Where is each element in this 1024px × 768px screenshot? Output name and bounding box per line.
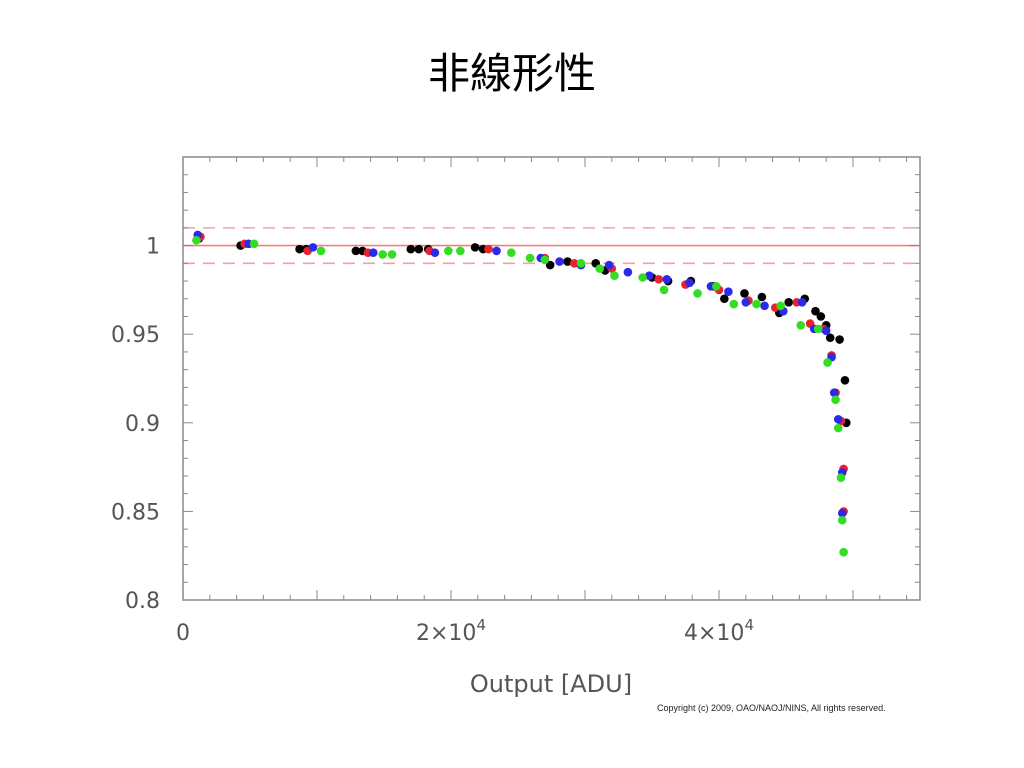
reference-lines	[183, 227, 920, 265]
data-point	[444, 246, 453, 256]
data-point	[387, 250, 397, 259]
data-point	[645, 271, 654, 281]
data-point	[829, 388, 839, 397]
data-point	[712, 282, 721, 291]
y-tick-label: 0.8	[125, 589, 160, 614]
data-point	[249, 239, 259, 249]
data-point	[752, 299, 761, 309]
x-tick-label: 0	[176, 621, 190, 646]
data-point	[295, 244, 304, 254]
data-point	[685, 278, 694, 288]
data-point	[784, 298, 793, 307]
data-point	[456, 246, 465, 256]
y-tick-label: 0.95	[111, 323, 160, 348]
data-point	[492, 246, 501, 256]
data-point	[316, 246, 326, 256]
y-tick-labels: 0.8 0.85 0.9 0.95 1	[111, 235, 160, 614]
data-point	[823, 358, 832, 367]
data-point	[406, 244, 416, 254]
data-point	[470, 243, 480, 252]
data-point	[816, 312, 826, 321]
data-point	[545, 260, 555, 270]
data-point	[757, 292, 767, 302]
data-point	[825, 333, 835, 343]
data-point	[308, 243, 318, 252]
data-point	[831, 395, 840, 405]
data-point	[760, 301, 769, 311]
data-point	[837, 515, 847, 525]
data-series	[192, 230, 851, 557]
data-point	[654, 274, 663, 284]
data-point	[569, 259, 579, 268]
data-point	[811, 306, 820, 316]
data-point	[192, 235, 201, 245]
data-point	[740, 289, 749, 298]
series-2	[193, 230, 847, 518]
data-point	[638, 273, 647, 282]
axis-ticks	[182, 156, 920, 601]
data-point	[351, 246, 361, 256]
data-point	[414, 244, 424, 254]
data-point	[835, 335, 844, 344]
data-point	[662, 274, 672, 284]
data-point	[659, 285, 669, 295]
data-point	[796, 321, 806, 330]
data-point	[595, 264, 605, 273]
data-point	[693, 289, 702, 298]
plot-frame	[182, 156, 921, 601]
data-point	[797, 298, 807, 307]
data-point	[724, 287, 733, 296]
data-point	[610, 271, 619, 281]
x-tick-label: 2×104	[416, 616, 486, 646]
x-axis-label: Output [ADU]	[470, 670, 632, 698]
data-point	[368, 248, 378, 257]
data-point	[833, 423, 843, 433]
data-point	[729, 299, 739, 309]
data-point	[813, 324, 823, 334]
data-point	[741, 298, 751, 307]
data-point	[837, 508, 847, 518]
data-point	[821, 326, 831, 335]
data-point	[507, 248, 516, 257]
data-point	[378, 250, 387, 259]
data-point	[839, 547, 848, 557]
data-point	[484, 244, 493, 254]
x-tick-labels: 0 2×104 4×104	[176, 616, 754, 646]
data-point	[776, 301, 785, 311]
data-point	[576, 259, 586, 268]
data-point	[540, 255, 550, 265]
data-point	[720, 294, 729, 304]
y-tick-label: 0.9	[125, 412, 160, 437]
data-point	[525, 253, 535, 263]
data-point	[836, 473, 846, 483]
slide-title: 非線形性	[427, 49, 596, 98]
data-point	[623, 267, 633, 277]
data-point	[840, 375, 850, 385]
series-1	[196, 232, 848, 516]
series-3	[192, 235, 848, 557]
y-tick-label: 1	[146, 235, 160, 260]
data-point	[430, 248, 440, 257]
data-point	[563, 257, 572, 266]
data-point	[604, 260, 614, 270]
copyright-notice: Copyright (c) 2009, OAO/NAOJ/NINS, All r…	[657, 703, 886, 713]
data-point	[833, 414, 843, 424]
y-tick-label: 0.85	[111, 500, 160, 525]
data-point	[555, 257, 564, 266]
x-tick-label: 4×104	[684, 616, 754, 646]
